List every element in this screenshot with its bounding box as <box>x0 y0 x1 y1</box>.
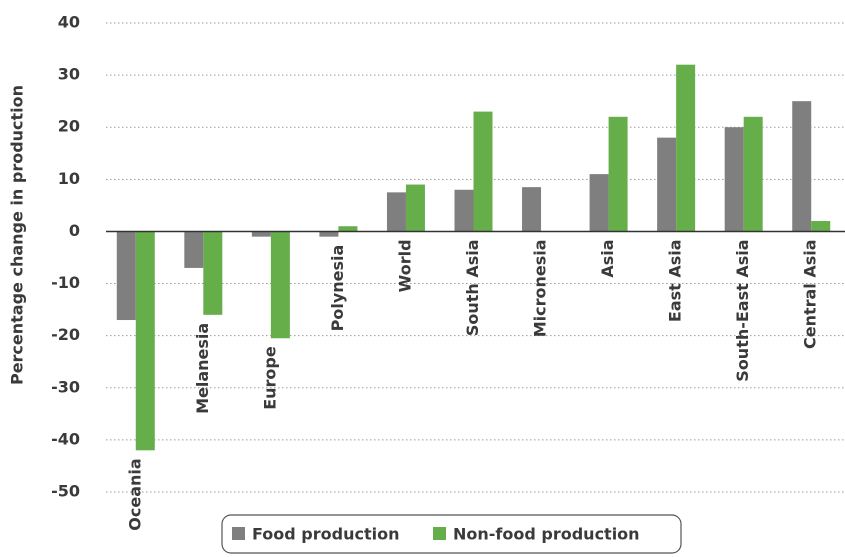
x-tick-label: South Asia <box>463 239 482 336</box>
bar <box>792 101 812 232</box>
legend-label: Food production <box>252 525 399 544</box>
bar <box>203 231 223 315</box>
legend-swatch <box>433 527 446 540</box>
bar <box>473 111 493 232</box>
bar <box>657 137 677 232</box>
y-tick-label: 0 <box>69 221 80 240</box>
bar <box>405 184 425 232</box>
y-tick-label: 10 <box>58 169 80 188</box>
legend-box <box>221 514 682 554</box>
y-tick-label: -40 <box>51 429 80 448</box>
y-tick-label: 30 <box>58 65 80 84</box>
bar <box>338 226 358 232</box>
bar <box>454 189 474 232</box>
x-tick-label: Oceania <box>125 458 144 530</box>
bar <box>319 231 339 237</box>
bar <box>811 221 831 232</box>
bar <box>608 116 628 232</box>
legend-label: Non-food production <box>453 525 640 544</box>
x-tick-label: South-East Asia <box>733 239 752 381</box>
legend-swatch <box>232 527 245 540</box>
bar <box>270 231 290 339</box>
bar <box>386 192 406 232</box>
x-tick-label: Melanesia <box>193 323 212 414</box>
x-tick-label: Polynesia <box>328 245 347 332</box>
x-tick-label: World <box>395 239 414 292</box>
x-tick-label: East Asia <box>666 239 685 322</box>
bar <box>184 231 204 268</box>
bar <box>724 127 744 232</box>
bar <box>522 187 542 232</box>
bar <box>251 231 271 237</box>
x-tick-label: Europe <box>260 346 279 410</box>
x-tick-label: Asia <box>598 239 617 277</box>
bar <box>589 174 609 232</box>
bar <box>116 231 136 321</box>
bar <box>676 64 696 232</box>
y-tick-label: -20 <box>51 325 80 344</box>
y-tick-label: -50 <box>51 482 80 501</box>
y-axis-label: Percentage change in production <box>8 85 27 385</box>
x-tick-label: Micronesia <box>531 239 550 337</box>
x-tick-label: Central Asia <box>801 239 820 349</box>
y-tick-label: 20 <box>58 117 80 136</box>
y-tick-label: -10 <box>51 273 80 292</box>
bar <box>135 231 155 451</box>
bar <box>743 116 763 232</box>
y-tick-label: -30 <box>51 377 80 396</box>
legend: Food production Non-food production <box>221 514 682 554</box>
y-tick-label: 40 <box>58 13 80 32</box>
